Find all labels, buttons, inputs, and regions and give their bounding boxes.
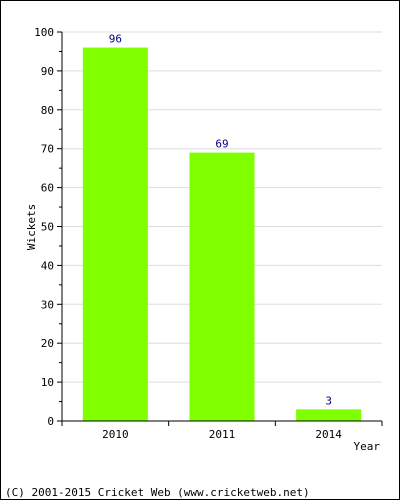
y-tick-label: 30 xyxy=(41,298,54,311)
bars xyxy=(82,47,362,422)
axes xyxy=(57,31,383,426)
y-tick-label: 50 xyxy=(41,221,54,234)
y-tick-label: 100 xyxy=(34,26,54,39)
y-tick-label: 90 xyxy=(41,65,54,78)
data-label: 96 xyxy=(109,33,122,46)
bar xyxy=(82,47,148,422)
data-label: 3 xyxy=(325,394,332,407)
copyright-footer: (C) 2001-2015 Cricket Web (www.cricketwe… xyxy=(5,486,310,499)
data-label: 69 xyxy=(215,138,228,151)
bar xyxy=(296,409,362,421)
y-tick-label: 60 xyxy=(41,182,54,195)
y-tick-label: 70 xyxy=(41,143,54,156)
x-tick-label: 2011 xyxy=(209,428,236,441)
x-tick-label: 2010 xyxy=(102,428,129,441)
y-tick-label: 20 xyxy=(41,337,54,350)
y-tick-label: 80 xyxy=(41,104,54,117)
y-tick-label: 40 xyxy=(41,259,54,272)
y-axis-label: Wickets xyxy=(25,204,38,250)
y-tick-label: 10 xyxy=(41,376,54,389)
labels: 96 2010 69 2011 3 2014 0 10 20 30 40 50 60 70 80 90 100 xyxy=(34,26,342,441)
x-axis-label: Year xyxy=(354,440,381,453)
x-tick-label: 2014 xyxy=(315,428,342,441)
bar xyxy=(189,152,255,421)
y-tick-label: 0 xyxy=(47,415,54,428)
